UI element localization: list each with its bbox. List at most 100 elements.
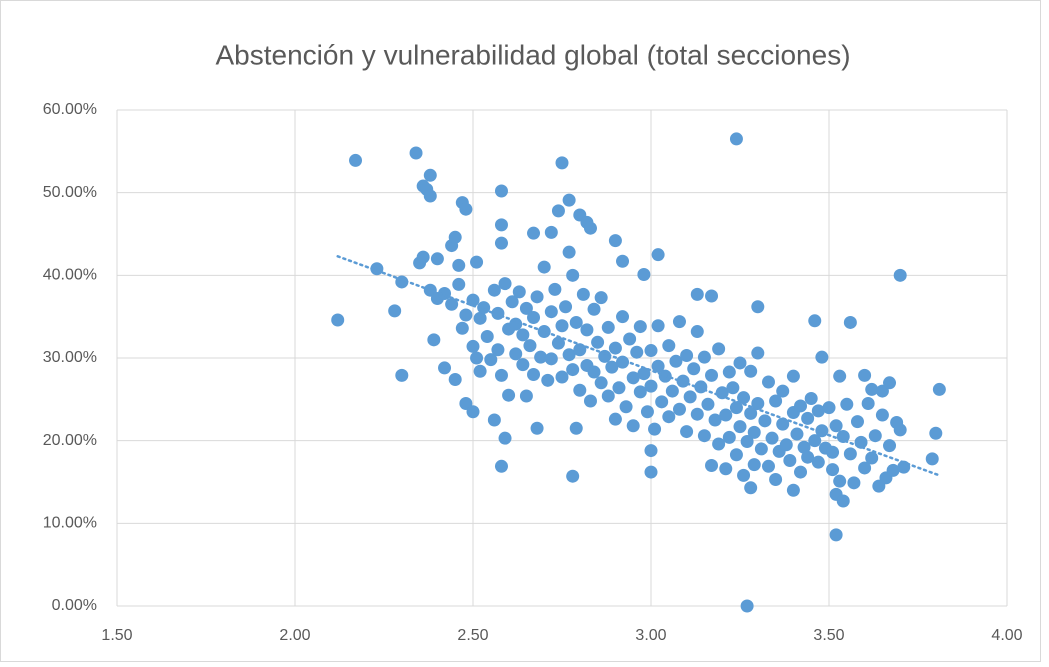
point xyxy=(527,226,541,240)
point xyxy=(779,438,793,452)
point xyxy=(776,384,790,398)
point xyxy=(598,349,612,363)
point xyxy=(843,447,857,461)
y-tick-label: 40.00% xyxy=(43,267,97,284)
point xyxy=(733,356,747,370)
point xyxy=(737,468,751,482)
point xyxy=(445,297,459,311)
point xyxy=(680,349,694,363)
point xyxy=(494,459,508,473)
point xyxy=(473,311,487,325)
point xyxy=(701,397,715,411)
point xyxy=(687,362,701,376)
point xyxy=(452,258,466,272)
point xyxy=(712,437,726,451)
x-tick-label: 2.00 xyxy=(279,627,310,644)
point xyxy=(840,397,854,411)
y-tick-label: 10.00% xyxy=(43,515,97,532)
point xyxy=(573,383,587,397)
point xyxy=(747,425,761,439)
point xyxy=(534,350,548,364)
point xyxy=(416,250,430,264)
point xyxy=(583,394,597,408)
point xyxy=(491,343,505,357)
point xyxy=(544,305,558,319)
point xyxy=(562,193,576,207)
point xyxy=(747,458,761,472)
point xyxy=(576,287,590,301)
point xyxy=(623,332,637,346)
point xyxy=(751,300,765,314)
point xyxy=(605,360,619,374)
point xyxy=(662,339,676,353)
point xyxy=(815,350,829,364)
point xyxy=(537,325,551,339)
point xyxy=(690,407,704,421)
point xyxy=(430,252,444,266)
point xyxy=(808,434,822,448)
point xyxy=(872,479,886,493)
point xyxy=(726,381,740,395)
point xyxy=(616,254,630,268)
point xyxy=(697,429,711,443)
point xyxy=(868,429,882,443)
point xyxy=(516,328,530,342)
point xyxy=(594,376,608,390)
point xyxy=(697,350,711,364)
point xyxy=(744,481,758,495)
point xyxy=(594,291,608,305)
point xyxy=(804,392,818,406)
point xyxy=(754,442,768,456)
point xyxy=(562,348,576,362)
point xyxy=(665,384,679,398)
point xyxy=(850,415,864,429)
point xyxy=(786,483,800,497)
point xyxy=(494,184,508,198)
point xyxy=(801,411,815,425)
point xyxy=(551,336,565,350)
point xyxy=(530,421,544,435)
point xyxy=(729,401,743,415)
point xyxy=(548,282,562,296)
point xyxy=(587,365,601,379)
point xyxy=(786,369,800,383)
point xyxy=(761,459,775,473)
point xyxy=(566,268,580,282)
point xyxy=(544,225,558,239)
point xyxy=(608,341,622,355)
point xyxy=(893,268,907,282)
point xyxy=(388,304,402,318)
point xyxy=(672,315,686,329)
point xyxy=(705,368,719,382)
point xyxy=(487,413,501,427)
point xyxy=(826,445,840,459)
point xyxy=(484,353,498,367)
point xyxy=(765,431,779,445)
point xyxy=(808,314,822,328)
point xyxy=(751,396,765,410)
point xyxy=(690,287,704,301)
point xyxy=(498,431,512,445)
point xyxy=(516,358,530,372)
point xyxy=(438,287,452,301)
point xyxy=(722,430,736,444)
point xyxy=(562,245,576,259)
point xyxy=(733,420,747,434)
point xyxy=(886,463,900,477)
point xyxy=(470,255,484,269)
point xyxy=(648,422,662,436)
point xyxy=(690,325,704,339)
point xyxy=(349,153,363,167)
point xyxy=(502,388,516,402)
point xyxy=(409,146,423,160)
point xyxy=(829,419,843,433)
point xyxy=(858,461,872,475)
point xyxy=(459,202,473,216)
point xyxy=(651,248,665,262)
chart-title: Abstención y vulnerabilidad global (tota… xyxy=(215,39,850,70)
point xyxy=(811,455,825,469)
point xyxy=(466,339,480,353)
point xyxy=(555,156,569,170)
point xyxy=(644,344,658,358)
